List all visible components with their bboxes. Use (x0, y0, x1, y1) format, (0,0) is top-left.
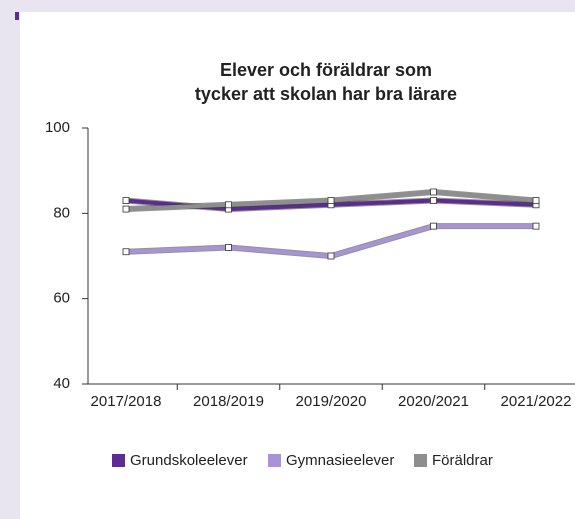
legend-swatch (414, 454, 427, 467)
data-point (532, 197, 540, 204)
data-point (430, 197, 437, 204)
data-point (122, 197, 130, 204)
data-point (430, 222, 437, 230)
accent (15, 12, 19, 20)
y-tick-label: 40 (53, 375, 70, 392)
legend-label: Grundskoleelever (130, 452, 248, 469)
data-point (122, 205, 130, 213)
x-tick-label: 2021/2022 (501, 393, 572, 410)
panel (20, 12, 575, 519)
data-point (430, 188, 437, 196)
legend-label: Gymnasieelever (286, 452, 394, 469)
data-point (327, 252, 335, 260)
x-tick-label: 2018/2019 (193, 393, 264, 410)
x-tick-label: 2017/2018 (91, 393, 162, 410)
legend-swatch (112, 454, 125, 467)
chart-title: Elever och föräldrar som (220, 60, 432, 80)
legend-swatch (268, 454, 281, 467)
y-tick-label: 60 (53, 290, 70, 307)
legend-label: Föräldrar (432, 452, 493, 469)
data-point (327, 197, 335, 204)
data-point (122, 248, 130, 256)
chart-title: tycker att skolan har bra lärare (195, 84, 457, 104)
data-point (225, 244, 232, 251)
data-point (225, 201, 232, 209)
x-tick-label: 2020/2021 (398, 393, 469, 410)
x-tick-label: 2019/2020 (296, 393, 367, 410)
data-point (532, 222, 540, 230)
y-tick-label: 100 (45, 119, 70, 136)
y-tick-label: 80 (53, 204, 70, 221)
